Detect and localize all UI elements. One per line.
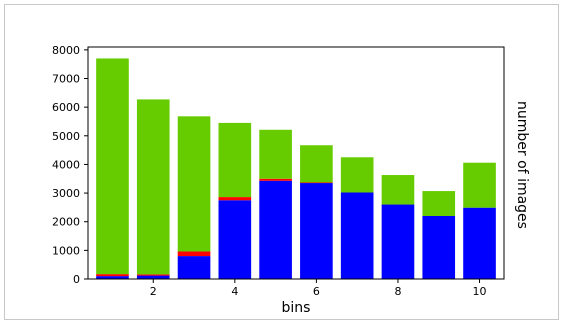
bar-segment-3 bbox=[300, 145, 333, 183]
chart-frame bbox=[4, 4, 559, 320]
bar-segment-3 bbox=[136, 99, 170, 275]
x-axis-label: bins bbox=[282, 300, 311, 316]
bar-segment-3 bbox=[381, 175, 415, 205]
bar-segment-1 bbox=[177, 256, 211, 279]
y-tick-label: 3000 bbox=[52, 187, 80, 200]
bar-segment-1 bbox=[259, 180, 292, 279]
bar-segment-3 bbox=[463, 162, 496, 208]
bar-segment-2 bbox=[259, 178, 292, 181]
bar-segment-2 bbox=[177, 251, 211, 257]
bar-segment-3 bbox=[96, 58, 129, 275]
y-tick-label: 8000 bbox=[52, 44, 80, 57]
bar-segment-3 bbox=[340, 157, 374, 193]
bars-layer bbox=[96, 58, 496, 279]
y-tick-label: 4000 bbox=[52, 158, 80, 171]
bar-segment-3 bbox=[218, 122, 252, 198]
x-tick-label: 2 bbox=[150, 285, 157, 298]
y-tick-label: 1000 bbox=[52, 244, 80, 257]
bar-segment-1 bbox=[136, 275, 170, 279]
bar-segment-2 bbox=[136, 274, 170, 276]
y-axis-ticks: 0 1000 2000 3000 4000 5000 6000 7000 8000 bbox=[52, 44, 88, 286]
bar-segment-3 bbox=[177, 116, 211, 252]
bar-segment-3 bbox=[422, 191, 456, 216]
bar-segment-1 bbox=[218, 200, 252, 279]
x-axis-ticks: 2 4 6 8 10 bbox=[150, 279, 487, 298]
bar-segment-1 bbox=[463, 207, 496, 279]
bar-segment-2 bbox=[96, 274, 129, 277]
x-tick-label: 4 bbox=[231, 285, 238, 298]
y-tick-label: 0 bbox=[73, 273, 80, 286]
bar-segment-1 bbox=[96, 276, 129, 279]
plot-area-border bbox=[87, 46, 505, 280]
y-tick-label: 2000 bbox=[52, 216, 80, 229]
y-tick-label: 5000 bbox=[52, 130, 80, 143]
y-tick-label: 6000 bbox=[52, 101, 80, 114]
bar-segment-1 bbox=[422, 215, 456, 279]
y-tick-label: 7000 bbox=[52, 73, 80, 86]
bar-segment-3 bbox=[259, 129, 292, 179]
bar-segment-1 bbox=[340, 192, 374, 279]
bar-segment-2 bbox=[300, 182, 333, 184]
x-tick-label: 8 bbox=[394, 285, 401, 298]
x-tick-label: 10 bbox=[473, 285, 487, 298]
bar-segment-1 bbox=[300, 183, 333, 279]
x-tick-label: 6 bbox=[313, 285, 320, 298]
bar-segment-2 bbox=[218, 197, 252, 201]
y-axis-label: number of images bbox=[514, 101, 530, 229]
bar-segment-1 bbox=[381, 204, 415, 279]
